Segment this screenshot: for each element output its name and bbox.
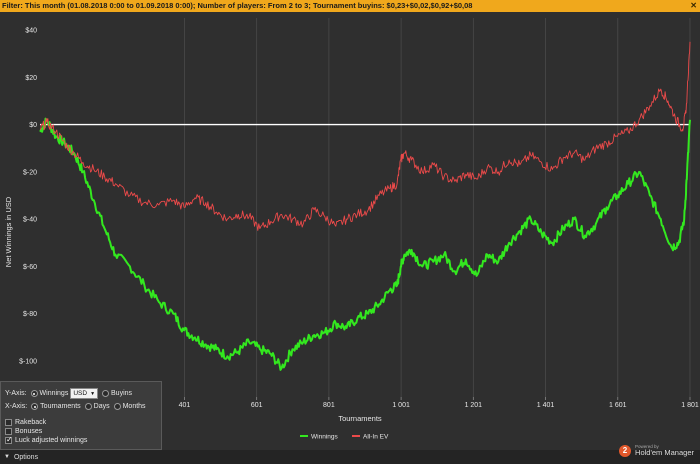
luck-adjusted-row[interactable]: Luck adjusted winnings — [5, 435, 88, 444]
y-tick-label: $-100 — [19, 359, 37, 366]
y-axis-label: Net Winnings in USD — [4, 196, 13, 267]
y-tick-label: $20 — [25, 75, 37, 82]
chart-area: $40 $20 $0 $-20 $-40 $-60 $-80 $-100 401 601 801 1… — [0, 12, 700, 450]
y-tick-label: $-60 — [23, 264, 37, 271]
y-axis-option-label: Y-Axis: — [5, 390, 27, 397]
chart-legend: Winnings All-In EV — [300, 434, 389, 441]
legend-label: Winnings — [311, 434, 338, 441]
x-tick-label: 1 201 — [465, 402, 483, 409]
tournaments-radio-label[interactable]: Tournaments — [40, 403, 81, 410]
bottom-bar — [0, 450, 700, 464]
hm2-logo-icon: 2 — [619, 444, 632, 457]
x-axis-option-label: X-Axis: — [5, 403, 28, 410]
legend-label: All-In EV — [363, 434, 389, 441]
chevron-down-icon: ▼ — [90, 390, 96, 397]
net-winnings-chart: $40 $20 $0 $-20 $-40 $-60 $-80 $-100 401 601 801 1… — [0, 12, 700, 450]
x-tick-label: 1 401 — [537, 402, 555, 409]
currency-select[interactable]: USD ▼ — [70, 388, 99, 399]
y-tick-label: $-40 — [23, 217, 37, 224]
filter-bar: Filter: This month (01.08.2018 0:00 to 0… — [0, 0, 700, 12]
options-label[interactable]: Options — [13, 453, 39, 461]
triangle-down-icon: ▼ — [4, 454, 10, 460]
winnings-radio-label[interactable]: Winnings — [39, 390, 69, 397]
buyins-radio-label[interactable]: Buyins — [111, 390, 133, 397]
bonuses-checkbox[interactable] — [5, 428, 12, 435]
months-radio[interactable] — [113, 403, 121, 410]
months-radio-label[interactable]: Months — [122, 403, 146, 410]
y-axis-row: Y-Axis: Winnings USD ▼ Buyins — [5, 388, 132, 399]
rakeback-label[interactable]: Rakeback — [15, 419, 47, 426]
days-radio[interactable] — [84, 403, 92, 410]
y-tick-label: $-80 — [23, 311, 37, 318]
buyins-radio[interactable] — [102, 390, 110, 397]
close-icon[interactable]: ✕ — [690, 1, 697, 10]
filter-text: This month (01.08.2018 0:00 to 01.09.201… — [24, 1, 473, 10]
tournaments-radio[interactable] — [31, 403, 39, 410]
brand-name: Hold'em Manager — [635, 448, 694, 457]
x-tick-label: 401 — [179, 402, 191, 409]
axis-options-panel: Y-Axis: Winnings USD ▼ Buyins X-Axis: Tou… — [0, 381, 162, 450]
luck-adjusted-label[interactable]: Luck adjusted winnings — [15, 437, 88, 444]
filter-label: Filter: — [2, 1, 25, 10]
x-tick-label: 1 801 — [681, 402, 699, 409]
bonuses-label[interactable]: Bonuses — [15, 428, 43, 435]
winnings-radio[interactable] — [30, 390, 38, 397]
x-tick-label: 1 601 — [609, 402, 627, 409]
options-toggle[interactable]: ▼ Options — [0, 451, 38, 463]
x-axis-row: X-Axis: Tournaments Days Months — [5, 403, 146, 410]
series-line-all-in-ev — [39, 41, 691, 231]
y-tick-label: $0 — [29, 122, 37, 129]
series-line-winnings — [39, 117, 691, 371]
rakeback-checkbox[interactable] — [5, 419, 12, 426]
days-radio-label[interactable]: Days — [93, 403, 110, 410]
y-tick-label: $-20 — [23, 169, 37, 176]
rakeback-row[interactable]: Rakeback — [5, 419, 46, 426]
powered-by-text: Powered by — [635, 444, 659, 449]
brand-logo: 2 Powered by Hold'em Manager — [619, 444, 694, 457]
y-tick-label: $40 — [25, 28, 37, 35]
x-tick-label: 1 001 — [392, 402, 410, 409]
x-axis-label: Tournaments — [338, 414, 382, 423]
x-tick-label: 801 — [323, 402, 335, 409]
currency-value: USD — [73, 390, 88, 397]
luck-adjusted-checkbox[interactable] — [5, 435, 13, 444]
x-tick-label: 601 — [251, 402, 263, 409]
bonuses-row[interactable]: Bonuses — [5, 428, 42, 435]
